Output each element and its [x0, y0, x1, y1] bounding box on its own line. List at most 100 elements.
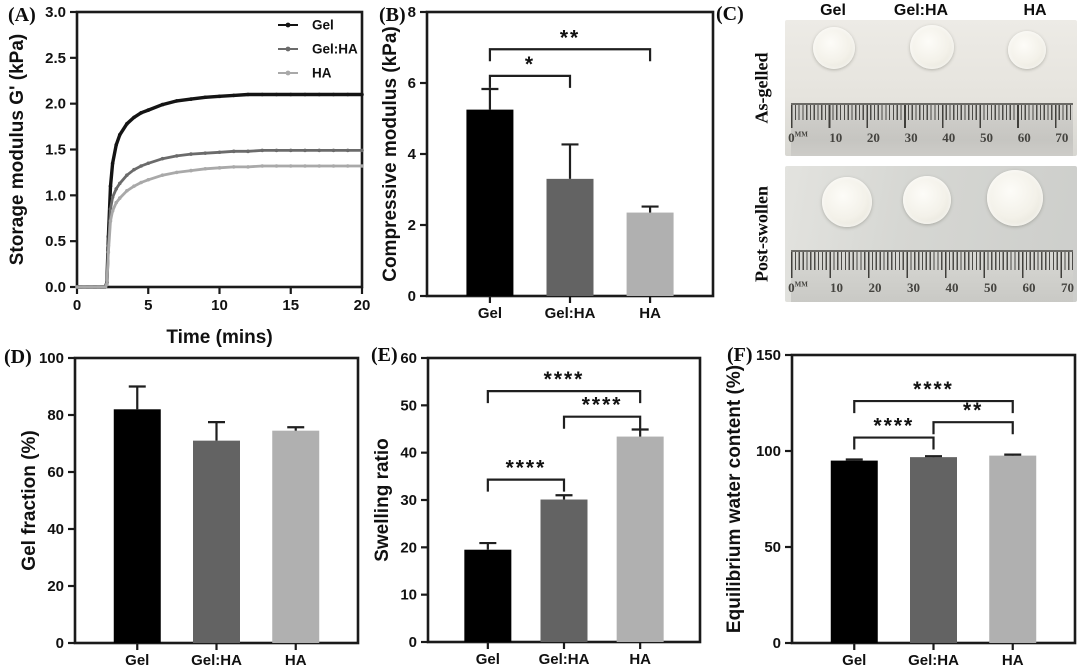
- y-tick-label: 60: [47, 464, 64, 481]
- significance-stars: *: [525, 53, 535, 76]
- data-point: [139, 164, 143, 168]
- significance-bracket: [486, 478, 566, 492]
- ruler-number: 0MM: [788, 280, 808, 295]
- hydrogel-disc-gel: [822, 177, 872, 227]
- hydrogel-disc-ha: [987, 170, 1043, 226]
- data-point: [108, 219, 113, 223]
- significance-bracket: [488, 74, 572, 88]
- significance-bracket: [486, 390, 642, 404]
- significance-stars: **: [560, 26, 580, 49]
- data-point: [331, 148, 336, 153]
- panel-e-label: (E): [371, 344, 398, 366]
- bar-gel-ha: [193, 440, 240, 643]
- x-tick-label: 15: [282, 297, 299, 314]
- data-point: [117, 133, 122, 137]
- legend-marker: [285, 70, 291, 76]
- ruler: 0MM 10 20 30 40 50 60 70: [788, 103, 1073, 156]
- x-category-label: HA: [285, 652, 307, 667]
- data-point: [345, 164, 350, 168]
- ruler-major-ticks: [791, 252, 1073, 278]
- x-category-label: Gel: [125, 652, 149, 667]
- data-point: [303, 148, 307, 153]
- ruler-major-ticks: [791, 105, 1073, 128]
- data-point: [217, 94, 222, 99]
- ruler-unit: MM: [794, 130, 808, 139]
- data-point: [317, 92, 322, 97]
- bar-gel-ha: [540, 499, 588, 642]
- data-point: [174, 154, 179, 158]
- data-point: [106, 250, 111, 254]
- data-point: [360, 148, 364, 153]
- panel-b-label: (B): [379, 4, 406, 26]
- data-point: [125, 188, 129, 193]
- series-ha: [75, 164, 364, 289]
- data-point: [114, 187, 118, 191]
- data-point: [96, 285, 101, 289]
- bar-ha: [626, 212, 674, 296]
- data-point: [288, 148, 293, 153]
- data-point: [360, 164, 364, 168]
- data-point: [231, 165, 236, 169]
- y-tick-label: 100: [39, 350, 64, 367]
- legend-label: Gel: [312, 18, 334, 33]
- y-tick-label: 0: [409, 634, 417, 651]
- data-point: [260, 92, 265, 97]
- data-point: [117, 181, 122, 186]
- data-point: [160, 156, 165, 161]
- significance-stars: ****: [913, 378, 954, 401]
- chart-storage-modulus: 0.0 0.5 1.0 1.5 2.0 2.5 3.0 Storage modulus G' …: [7, 4, 371, 348]
- data-point: [189, 97, 193, 101]
- hydrogel-disc-gel: [813, 27, 855, 69]
- y-tick-label: 150: [756, 347, 781, 364]
- data-point: [345, 148, 350, 153]
- series-gel-ha: [75, 148, 364, 289]
- bar-gel: [113, 409, 161, 643]
- y-tick-label: 50: [400, 397, 417, 414]
- data-point: [174, 170, 179, 175]
- data-point: [160, 102, 165, 107]
- bar-ha: [989, 455, 1037, 643]
- x-category-label: HA: [639, 305, 661, 322]
- ruler-number: 20: [868, 280, 882, 295]
- y-tick-label: 0: [773, 635, 781, 652]
- y-tick-label: 2: [408, 217, 416, 234]
- data-point: [146, 161, 151, 166]
- y-tick-label: 20: [400, 539, 417, 556]
- data-point: [125, 173, 129, 177]
- panel-f-label: (F): [727, 344, 753, 366]
- y-tick-label: 0.0: [45, 279, 66, 296]
- chart-swelling-ratio: 0 10 20 30 40 50 60 Swelling ratio Gel Gel:HA HA **…: [372, 350, 702, 667]
- x-tick-label: 20: [354, 297, 371, 314]
- ruler-number: 70: [1061, 280, 1074, 295]
- x-axis-title: Time (mins): [166, 327, 272, 348]
- data-point: [160, 173, 165, 177]
- data-point: [317, 148, 322, 153]
- chart-gel-fraction: 0 20 40 60 80 100 Gel fraction (%) Gel Gel:HA HA: [19, 350, 360, 667]
- y-tick-label: 40: [400, 445, 417, 462]
- y-tick-label: 2.0: [45, 96, 66, 113]
- data-point: [246, 92, 250, 97]
- y-axis-title: Compressive modulus (kPa): [380, 26, 401, 282]
- data-point: [89, 285, 94, 289]
- legend: Gel Gel:HA HA: [278, 18, 358, 81]
- series-gel: [75, 92, 364, 289]
- data-point: [203, 95, 208, 100]
- x-tick-label: 0: [73, 297, 81, 314]
- data-point: [246, 149, 250, 154]
- y-axis-title: Storage modulus G' (kPa): [7, 34, 28, 266]
- chart-compressive-modulus: 0 2 4 6 8 Compressive modulus (kPa) Gel Gel:HA H…: [380, 4, 715, 322]
- significance-stars: ****: [544, 368, 585, 391]
- ruler-number: 30: [907, 280, 920, 295]
- data-point: [110, 195, 115, 199]
- data-point: [146, 108, 151, 112]
- data-point: [105, 282, 109, 287]
- data-point: [132, 115, 136, 120]
- y-tick-label: 80: [47, 407, 64, 424]
- y-tick-label: 40: [47, 521, 64, 538]
- data-point: [189, 152, 193, 156]
- y-tick-label: 0: [56, 635, 64, 652]
- data-point: [260, 148, 265, 153]
- ruler-number: 40: [942, 130, 956, 145]
- data-point: [103, 285, 108, 289]
- data-point: [110, 161, 115, 166]
